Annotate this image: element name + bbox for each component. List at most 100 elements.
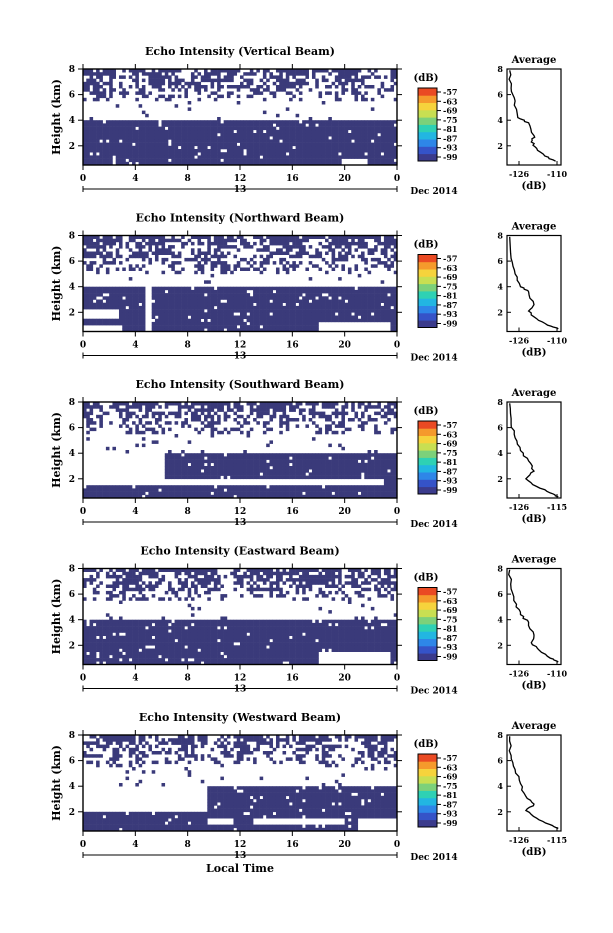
heatmap-cell: [371, 316, 375, 320]
heatmap-cell: [315, 133, 319, 137]
heatmap-cell: [135, 309, 139, 313]
heatmap-cell: [201, 428, 205, 432]
heatmap-cell: [211, 431, 215, 435]
heatmap-cell: [122, 143, 126, 147]
heatmap-cell: [387, 319, 391, 323]
heatmap-cell: [220, 325, 224, 329]
heatmap-cell: [286, 322, 290, 326]
heatmap-cell: [286, 72, 290, 76]
heatmap-cell: [243, 159, 247, 163]
heatmap-cell: [315, 456, 319, 460]
heatmap-cell: [184, 325, 188, 329]
heatmap-cell: [191, 296, 195, 300]
heatmap-cell: [322, 127, 326, 131]
heatmap-cell: [260, 85, 264, 89]
heatmap-cell: [335, 412, 339, 416]
heatmap-cell: [93, 428, 97, 432]
heatmap-cell: [207, 303, 211, 307]
heatmap-cell: [204, 146, 208, 150]
heatmap-cell: [390, 127, 394, 131]
heatmap-cell: [90, 120, 94, 124]
heatmap-cell: [233, 152, 237, 156]
heatmap-cell: [220, 293, 224, 297]
heatmap-cell: [351, 476, 355, 480]
heatmap-cell: [266, 322, 270, 326]
heatmap-cell: [302, 408, 306, 412]
heatmap-cell: [371, 149, 375, 153]
heatmap-cell: [390, 88, 394, 92]
heatmap-cell: [197, 133, 201, 137]
heatmap-cell: [109, 75, 113, 79]
heatmap-cell: [250, 258, 254, 262]
heatmap-cell: [273, 488, 277, 492]
heatmap-cell: [211, 261, 215, 265]
heatmap-cell: [315, 143, 319, 147]
heatmap-cell: [184, 456, 188, 460]
heatmap-cell: [319, 300, 323, 304]
heatmap-cell: [247, 472, 251, 476]
heatmap-cell: [283, 252, 287, 256]
heatmap-cell: [116, 488, 120, 492]
heatmap-cell: [139, 418, 143, 422]
heatmap-cell: [299, 306, 303, 310]
heatmap-cell: [341, 268, 345, 272]
heatmap-cell: [266, 316, 270, 320]
heatmap-cell: [122, 136, 126, 140]
heatmap-cell: [341, 488, 345, 492]
heatmap-cell: [263, 239, 267, 243]
date-label: Dec 2014: [410, 187, 457, 197]
heatmap-cell: [256, 322, 260, 326]
heatmap-cell: [168, 133, 172, 137]
heatmap-cell: [260, 463, 264, 467]
heatmap-cell: [286, 456, 290, 460]
heatmap-cell: [175, 303, 179, 307]
heatmap-cell: [348, 72, 352, 76]
heatmap-cell: [273, 456, 277, 460]
heatmap-cell: [279, 418, 283, 422]
heatmap-cell: [194, 139, 198, 143]
heatmap-cell: [387, 268, 391, 272]
heatmap-cell: [305, 290, 309, 294]
heatmap-cell: [237, 453, 241, 457]
heatmap-cell: [377, 476, 381, 480]
heatmap-cell: [171, 306, 175, 310]
heatmap-cell: [86, 264, 90, 268]
heatmap-cell: [220, 133, 224, 137]
heatmap-cell: [384, 123, 388, 127]
heatmap-cell: [90, 123, 94, 127]
heatmap-cell: [152, 143, 156, 147]
heatmap-cell: [112, 133, 116, 137]
heatmap-cell: [243, 472, 247, 476]
heatmap-cell: [230, 271, 234, 275]
heatmap-cell: [390, 431, 394, 435]
heatmap-cell: [204, 255, 208, 259]
heatmap-cell: [335, 98, 339, 102]
heatmap-cell: [338, 133, 342, 137]
heatmap-cell: [158, 82, 162, 86]
heatmap-cell: [112, 296, 116, 300]
heatmap-cell: [237, 155, 241, 159]
heatmap-cell: [204, 325, 208, 329]
heatmap-cell: [181, 456, 185, 460]
heatmap-cell: [256, 466, 260, 470]
heatmap-cell: [286, 421, 290, 425]
heatmap-cell: [135, 130, 139, 134]
heatmap-cell: [224, 460, 228, 464]
heatmap-cell: [279, 306, 283, 310]
heatmap-cell: [289, 418, 293, 422]
heatmap-cell: [162, 123, 166, 127]
heatmap-cell: [309, 146, 313, 150]
heatmap-cell: [368, 287, 372, 291]
heatmap-cell: [286, 418, 290, 422]
heatmap-cell: [305, 453, 309, 457]
heatmap-cell: [175, 469, 179, 473]
heatmap-cell: [299, 82, 303, 86]
heatmap-cell: [152, 149, 156, 153]
heatmap-cell: [319, 149, 323, 153]
heatmap-cell: [260, 405, 264, 409]
heatmap-cell: [279, 424, 283, 428]
heatmap-cell: [126, 287, 130, 291]
heatmap-cell: [243, 293, 247, 297]
heatmap-cell: [197, 149, 201, 153]
heatmap-cell: [328, 303, 332, 307]
